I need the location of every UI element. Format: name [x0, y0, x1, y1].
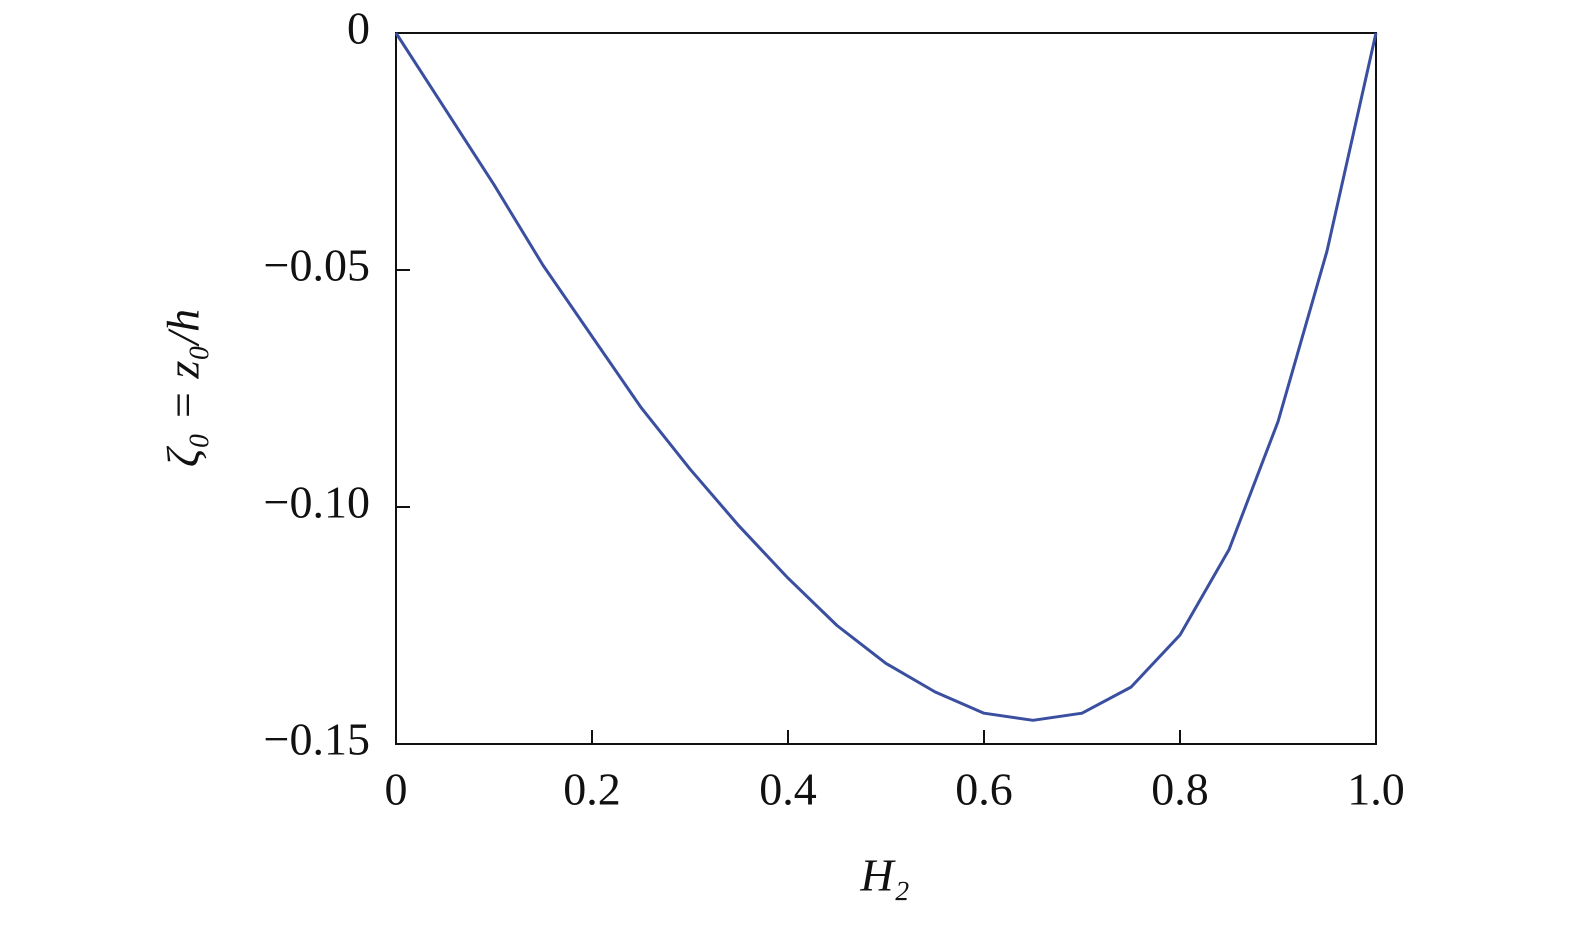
x-tick-label: 0.2 [563, 764, 621, 815]
y-tick-label: −0.05 [264, 240, 370, 291]
x-tick-label: 0.4 [759, 764, 817, 815]
data-line [394, 32, 1378, 722]
x-axis-label: H₂ [859, 850, 909, 901]
x-tick-label: 1.0 [1347, 764, 1405, 815]
y-tick-label: −0.15 [264, 714, 370, 765]
y-tick-label: −0.10 [264, 477, 370, 528]
y-axis-label: ζ₀ = z₀/h [158, 309, 209, 467]
plot-frame [395, 32, 1377, 745]
x-tick-label: 0.8 [1151, 764, 1209, 815]
y-tick-label: 0 [347, 3, 370, 54]
x-tick-label: 0 [385, 764, 408, 815]
x-tick-label: 0.6 [955, 764, 1013, 815]
